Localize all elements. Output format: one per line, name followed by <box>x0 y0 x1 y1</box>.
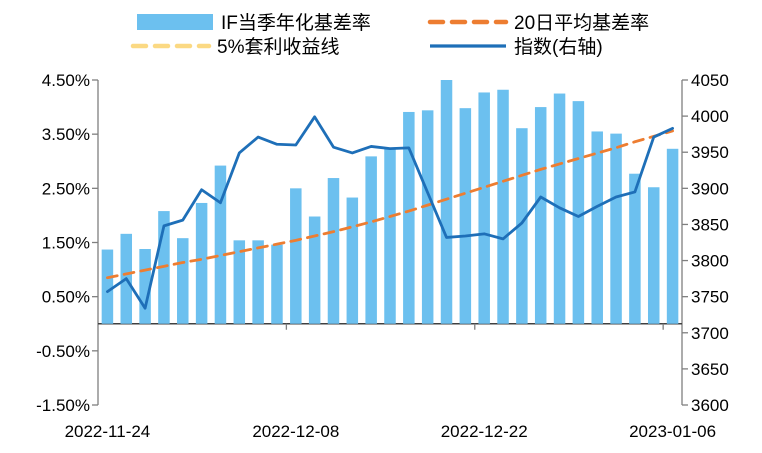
bar <box>421 110 434 324</box>
left-axis-tick-label: 2.50% <box>42 179 90 198</box>
bar <box>327 178 340 324</box>
bar <box>591 131 603 324</box>
bar <box>610 133 622 324</box>
bar-series <box>101 80 679 324</box>
bar <box>440 80 453 324</box>
legend-item: 5%套利收益线 <box>130 36 339 58</box>
right-axis-tick-label: 3850 <box>691 215 729 234</box>
legend-label: IF当季年化基差率 <box>221 12 371 34</box>
bar <box>346 197 359 324</box>
legend-label: 5%套利收益线 <box>217 36 339 58</box>
bar <box>214 165 227 324</box>
x-axis-tick-label: 2022-12-22 <box>441 422 528 441</box>
bar <box>195 202 208 324</box>
bar <box>647 187 660 324</box>
bar <box>233 240 246 324</box>
index-line <box>106 115 674 310</box>
right-axis-tick-label: 4050 <box>691 71 729 90</box>
bar <box>290 188 302 324</box>
legend-item: 指数(右轴) <box>430 36 603 58</box>
left-axis-tick-label: -0.50% <box>36 342 90 361</box>
bar <box>139 249 151 324</box>
bar <box>478 92 490 324</box>
bar <box>516 128 528 324</box>
left-axis-tick-label: -1.50% <box>36 396 90 415</box>
bar <box>101 249 114 324</box>
bar <box>459 108 472 324</box>
legend-bar-swatch <box>137 14 213 30</box>
bar <box>384 148 396 324</box>
bar <box>271 244 283 324</box>
right-axis-tick-label: 3600 <box>691 396 729 415</box>
bar <box>497 89 509 324</box>
bar <box>403 111 415 324</box>
bar <box>629 173 641 324</box>
bar <box>666 148 679 324</box>
bar <box>308 216 321 324</box>
bar <box>572 101 585 324</box>
ma20-dashed-line <box>106 129 674 280</box>
bar <box>365 156 377 324</box>
legend-label: 20日平均基差率 <box>514 12 649 34</box>
bar <box>534 107 547 324</box>
right-axis-tick-label: 3800 <box>691 252 729 271</box>
left-axis-tick-label: 0.50% <box>42 288 90 307</box>
right-axis-tick-label: 3950 <box>691 143 729 162</box>
bar <box>177 238 189 324</box>
right-axis-tick-label: 3700 <box>691 324 729 343</box>
legend-item: IF当季年化基差率 <box>137 12 371 34</box>
left-axis-tick-label: 1.50% <box>42 234 90 253</box>
legend-label: 指数(右轴) <box>514 36 603 58</box>
right-axis-tick-label: 3750 <box>691 288 729 307</box>
axes <box>92 79 688 406</box>
legend-item: 20日平均基差率 <box>427 12 649 34</box>
right-axis-tick-label: 4000 <box>691 107 729 126</box>
right-axis-tick-label: 3900 <box>691 179 729 198</box>
right-axis-tick-label: 3650 <box>691 360 729 379</box>
left-axis-tick-label: 3.50% <box>42 125 90 144</box>
x-axis-tick-label: 2023-01-06 <box>629 422 716 441</box>
bar <box>252 240 264 324</box>
x-axis-tick-label: 2022-12-08 <box>252 422 339 441</box>
x-axis-tick-label: 2022-11-24 <box>65 422 151 441</box>
left-axis-tick-label: 4.50% <box>42 71 90 90</box>
